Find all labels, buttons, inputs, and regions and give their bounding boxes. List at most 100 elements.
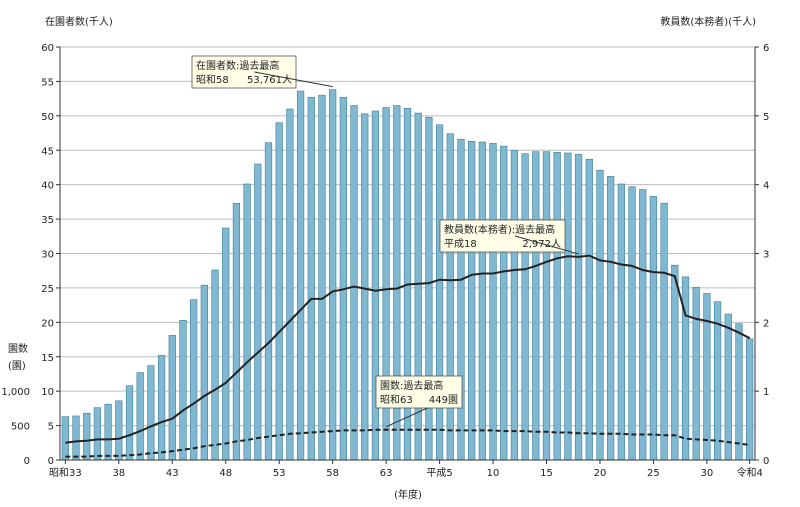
left-tick-label: 25 xyxy=(41,284,54,295)
garden-tick-label: 1,000 xyxy=(1,387,30,398)
x-tick-label: 43 xyxy=(166,468,179,479)
annotation-year: 昭和58 xyxy=(196,74,229,86)
left-tick-label: 40 xyxy=(41,181,54,192)
annotation-box xyxy=(439,219,566,253)
x-axis-title: (年度) xyxy=(394,488,422,501)
left-tick-label: 55 xyxy=(41,77,54,88)
left-tick-label: 10 xyxy=(41,387,54,398)
left-tick-label: 60 xyxy=(41,43,54,54)
bar xyxy=(296,90,305,461)
bar xyxy=(136,372,144,461)
bar xyxy=(532,151,540,461)
right-tick-label: 5 xyxy=(763,112,769,123)
bar xyxy=(147,365,155,461)
left-tick-label: 5 xyxy=(48,422,54,433)
bar xyxy=(457,138,465,461)
bar xyxy=(243,183,251,461)
bar xyxy=(115,400,123,461)
bar xyxy=(157,355,166,461)
garden-tick-label: 500 xyxy=(11,422,30,433)
enrollment-bars xyxy=(61,89,754,461)
bar xyxy=(500,145,508,461)
x-tick-label: 15 xyxy=(540,468,553,479)
garden-axis-title: 園数 xyxy=(8,342,28,355)
left-axis-title: 在園者数(千人) xyxy=(45,15,113,28)
bar xyxy=(446,133,454,461)
x-tick-label: 48 xyxy=(219,468,232,479)
x-tick-label: 25 xyxy=(647,468,660,479)
bar xyxy=(200,284,208,461)
bar xyxy=(179,319,187,461)
right-tick-label: 2 xyxy=(763,318,769,329)
teacher-count-line xyxy=(65,254,751,444)
left-tick-label: 45 xyxy=(41,146,54,157)
bar xyxy=(211,269,219,461)
x-tick-label: 20 xyxy=(594,468,607,479)
x-tick-label: 10 xyxy=(487,468,500,479)
bar xyxy=(735,323,743,461)
annotation-title: 在園者数:過去最高 xyxy=(196,59,279,72)
bar xyxy=(671,264,679,461)
bar xyxy=(746,338,754,461)
left-tick-label: 50 xyxy=(41,112,54,123)
bar xyxy=(275,122,283,461)
bar xyxy=(286,108,294,461)
x-tick-label: 昭和33 xyxy=(49,467,82,479)
bar xyxy=(510,149,519,461)
right-tick-label: 6 xyxy=(763,43,769,54)
bar xyxy=(724,313,732,461)
bar xyxy=(489,143,497,461)
bar xyxy=(361,113,369,461)
garden-tick-label: 0 xyxy=(24,456,30,467)
bar xyxy=(83,412,91,461)
bar xyxy=(564,152,572,461)
left-tick-label: 20 xyxy=(41,318,54,329)
bar xyxy=(350,105,358,461)
bar xyxy=(168,335,176,461)
bar xyxy=(72,415,80,461)
bar xyxy=(307,96,315,461)
bar xyxy=(435,124,444,461)
right-axis-title: 教員数(本務者)(千人) xyxy=(660,15,756,28)
bar xyxy=(254,163,262,461)
annotation-pointer xyxy=(514,235,579,255)
left-tick-label: 30 xyxy=(41,250,54,261)
annotation-pointer xyxy=(254,71,333,88)
bar xyxy=(585,158,593,461)
bar xyxy=(607,176,615,461)
x-tick-label: 58 xyxy=(326,468,339,479)
right-tick-label: 4 xyxy=(763,181,769,192)
garden-count-line xyxy=(65,428,750,458)
annotation-title: 教員数(本務者):過去最高 xyxy=(444,223,555,236)
bar xyxy=(125,385,134,461)
bar xyxy=(660,202,668,461)
right-tick-label: 1 xyxy=(763,387,769,398)
bar xyxy=(649,196,658,461)
x-tick-label: 38 xyxy=(112,468,125,479)
bar xyxy=(639,189,647,461)
bar xyxy=(617,183,625,461)
bar xyxy=(222,227,230,461)
bar xyxy=(553,152,561,461)
left-tick-label: 35 xyxy=(41,215,54,226)
bar xyxy=(468,141,476,461)
left-axis-ticks: 0 5 10 15 20 25 30 35 40 45 50 55 60 xyxy=(41,43,60,467)
annotation-box xyxy=(191,55,297,89)
annotation-value: 449園 xyxy=(429,394,458,406)
bar xyxy=(329,89,337,461)
annotation-value: 2,972人 xyxy=(522,238,561,250)
x-tick-label: 令和4 xyxy=(736,466,762,479)
bar xyxy=(93,407,102,461)
right-tick-label: 3 xyxy=(763,250,769,261)
right-tick-label: 0 xyxy=(763,456,769,467)
bar xyxy=(232,202,241,461)
annotation-year: 平成18 xyxy=(444,238,477,250)
bar xyxy=(61,416,69,461)
bar xyxy=(542,151,551,461)
bar xyxy=(574,154,583,461)
bar xyxy=(104,403,112,461)
bar xyxy=(692,286,700,461)
